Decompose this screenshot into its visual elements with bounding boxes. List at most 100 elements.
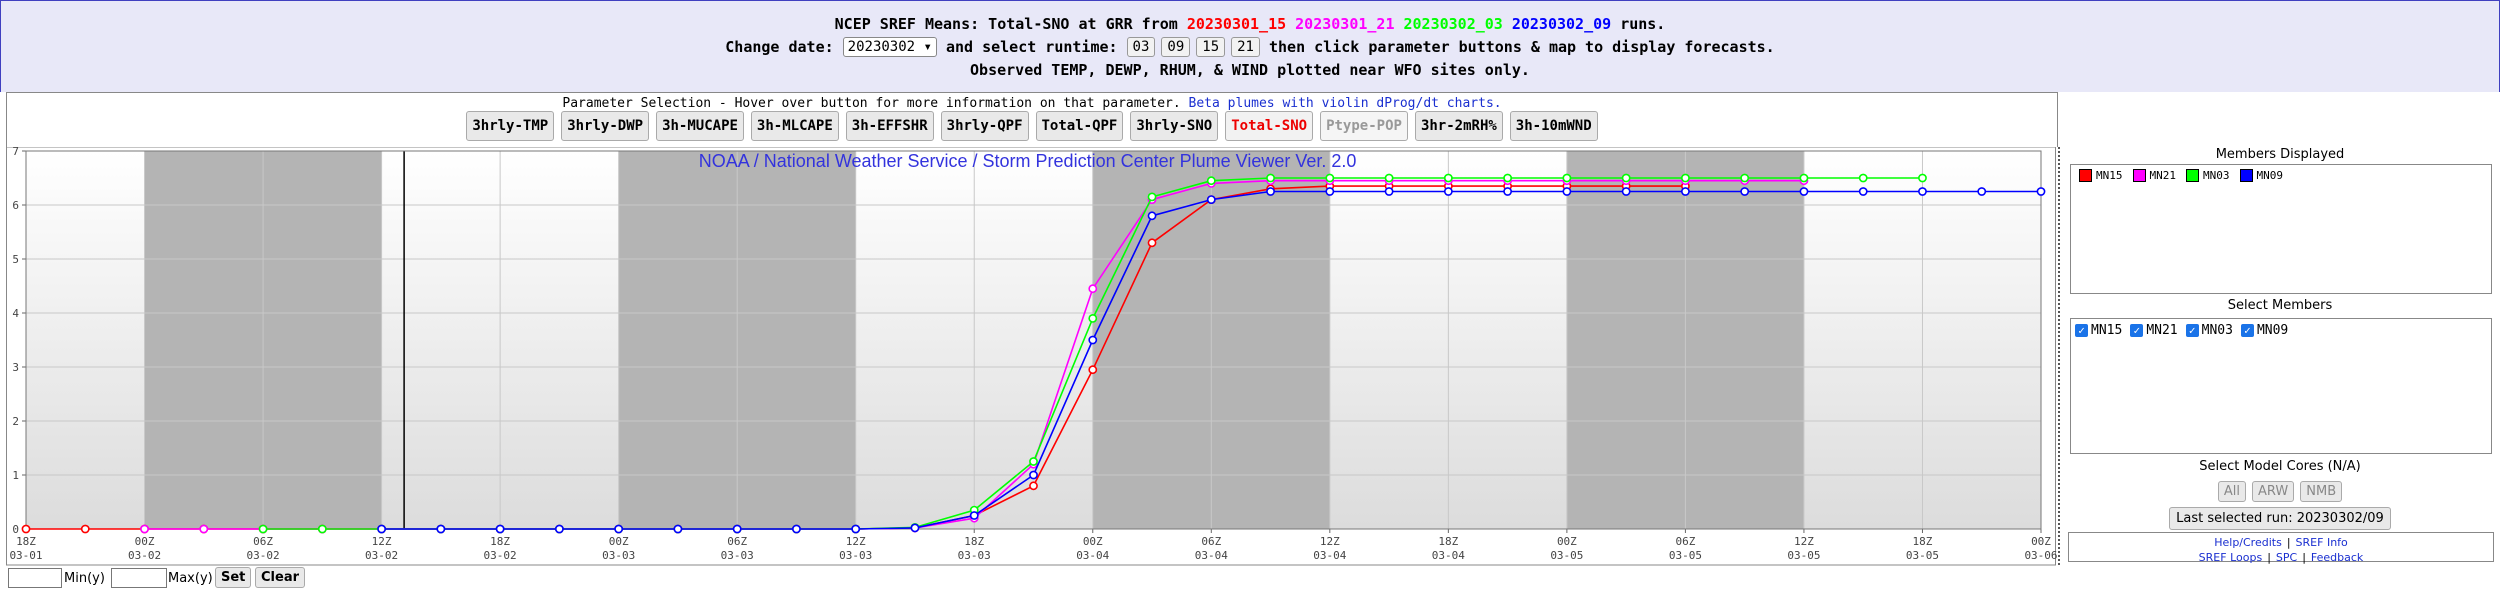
series-marker <box>732 524 742 534</box>
checkbox-item[interactable]: ✓ MN03 <box>2185 323 2233 338</box>
checkbox-label: MN09 <box>2256 323 2289 338</box>
parameter-button[interactable]: 3hrly-TMP <box>466 111 555 141</box>
x-tick-label: 18Z <box>1438 535 1458 548</box>
runtime-button[interactable]: 03 <box>1126 37 1156 57</box>
beta-link[interactable]: Beta plumes with violin dProg/dt charts. <box>1188 96 1502 111</box>
parameter-button[interactable]: 3h-EFFSHR <box>845 111 934 141</box>
series-marker <box>1443 187 1453 196</box>
parameter-button[interactable]: 3hrly-SNO <box>1130 111 1219 141</box>
run-label: 20230301_15 <box>1186 15 1287 33</box>
y-tick-label: 6 <box>12 199 19 212</box>
parameter-button[interactable]: Total-QPF <box>1035 111 1124 141</box>
parameter-button[interactable]: Total-SNO <box>1225 111 1314 141</box>
x-tick-label: 00Z <box>1083 535 1103 548</box>
date-line: Change date: 20230302 ▾ and select runti… <box>1 37 2499 57</box>
change-date-label: Change date: <box>725 38 834 56</box>
checkbox[interactable]: ✓ <box>2075 324 2088 337</box>
parameter-button[interactable]: 3hrly-DWP <box>561 111 650 141</box>
clear-button[interactable]: Clear <box>255 567 305 588</box>
link[interactable]: SREF Loops <box>2198 551 2263 564</box>
members-title: Members Displayed <box>2215 147 2345 162</box>
x-tick-label: 03-03 <box>721 549 754 562</box>
runtime-button[interactable]: 21 <box>1231 37 1260 57</box>
runtime-label: and select runtime: <box>945 38 1118 56</box>
y-tick-label: 0 <box>12 523 19 536</box>
checkbox-label: MN15 <box>2091 323 2123 338</box>
link-separator: | <box>2302 551 2306 564</box>
checkbox-item[interactable]: ✓ MN21 <box>2130 323 2178 338</box>
x-tick-label: 00Z <box>609 535 629 548</box>
title-prefix: NCEP SREF Means: Total-SNO at GRR from <box>834 15 1178 33</box>
x-tick-label: 03-05 <box>1787 549 1820 562</box>
series-marker <box>1443 173 1453 183</box>
run-label: 20230302_09 <box>1511 15 1612 33</box>
checkbox[interactable]: ✓ <box>2130 324 2144 337</box>
min-label: Min(y) <box>64 571 105 586</box>
core-buttons: All ARW NMB <box>2060 481 2500 502</box>
series-marker <box>851 524 861 534</box>
select-title: Select Members <box>2227 298 2333 313</box>
link[interactable]: SREF Info <box>2295 536 2348 549</box>
x-tick-label: 18Z <box>16 535 36 548</box>
parameter-button[interactable]: 3hrly-QPF <box>940 111 1029 141</box>
link[interactable]: SPC <box>2275 551 2298 564</box>
series-marker <box>1858 173 1868 183</box>
run-label: 20230302_03 <box>1403 15 1503 33</box>
checkbox-item[interactable]: ✓ MN15 <box>2075 323 2122 338</box>
date-select[interactable]: 20230302 ▾ <box>842 37 937 57</box>
series-marker <box>1088 284 1098 294</box>
series-marker <box>1088 313 1098 323</box>
series-marker <box>1562 187 1572 196</box>
x-tick-label: 18Z <box>964 535 984 548</box>
link-row: SREF Loops | SPC | Feedback <box>2069 549 2493 564</box>
date-value: 20230302 <box>847 39 916 55</box>
core-button: NMB <box>2300 481 2343 502</box>
plot-title: NOAA / National Weather Service / Storm … <box>699 151 1357 171</box>
link-separator: | <box>2267 551 2271 564</box>
series-marker <box>673 524 683 534</box>
parameter-button[interactable]: 3h-10mWND <box>1509 111 1598 141</box>
series-marker <box>1918 187 1927 196</box>
legend-label: MN09 <box>2256 169 2284 182</box>
series-marker <box>1384 187 1394 196</box>
set-button[interactable]: Set <box>215 567 252 588</box>
max-input[interactable] <box>111 568 167 588</box>
parameter-panel: Parameter Selection - Hover over button … <box>6 92 2058 147</box>
runtime-button[interactable]: 15 <box>1196 37 1226 57</box>
runtime-button[interactable]: 09 <box>1161 37 1191 57</box>
checkbox[interactable]: ✓ <box>2185 324 2199 337</box>
series-marker <box>1681 173 1690 183</box>
parameter-button[interactable]: 3hr-2mRH% <box>1414 111 1503 141</box>
chart: 0123456718Z03-0100Z03-0206Z03-0212Z03-02… <box>6 147 2058 566</box>
x-tick-label: 03-01 <box>9 549 42 562</box>
y-tick-label: 3 <box>12 361 19 374</box>
series-marker <box>1266 187 1275 196</box>
x-tick-label: 03-04 <box>1313 549 1346 562</box>
link[interactable]: Feedback <box>2310 551 2364 564</box>
member-checkboxes: ✓ MN15 ✓ MN21 ✓ MN03 ✓ MN09 <box>2070 318 2492 454</box>
series-marker <box>1503 173 1513 183</box>
series-marker <box>2036 187 2046 196</box>
series-marker <box>1088 365 1098 375</box>
series-marker <box>1088 335 1098 345</box>
legend-label: MN03 <box>2203 169 2230 182</box>
parameter-button[interactable]: 3h-MLCAPE <box>750 111 839 141</box>
checkbox-item[interactable]: ✓ MN09 <box>2240 323 2289 338</box>
x-tick-label: 03-04 <box>1195 549 1228 562</box>
link[interactable]: Help/Credits <box>2214 536 2282 549</box>
series-marker <box>1621 173 1631 183</box>
y-tick-label: 7 <box>12 147 19 158</box>
parameter-button[interactable]: 3h-MUCAPE <box>656 111 744 141</box>
legend-swatch <box>2079 169 2092 182</box>
last-run-button[interactable]: Last selected run: 20230302/09 <box>2169 507 2391 530</box>
min-input[interactable] <box>8 568 62 588</box>
x-tick-label: 18Z <box>1913 535 1933 548</box>
series-marker <box>614 524 624 534</box>
x-tick-label: 03-03 <box>839 549 872 562</box>
checkbox-label: MN21 <box>2146 323 2178 338</box>
x-tick-label: 06Z <box>1675 535 1695 548</box>
series-marker <box>1977 187 1987 196</box>
x-tick-label: 18Z <box>490 535 510 548</box>
checkbox[interactable]: ✓ <box>2240 324 2254 337</box>
